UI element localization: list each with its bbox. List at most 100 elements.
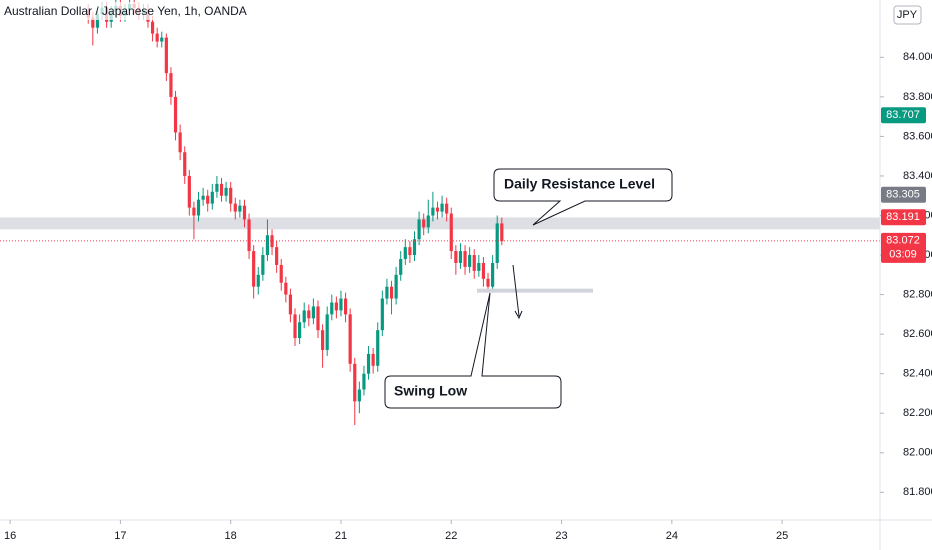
price-tag <box>881 107 926 124</box>
candle-body <box>238 205 242 212</box>
y-tick-label: 84.000 <box>903 51 932 63</box>
candle-body <box>385 286 389 299</box>
y-tick-label: 82.600 <box>903 328 932 340</box>
y-tick-label: 82.800 <box>903 289 932 301</box>
candle-body <box>468 255 472 267</box>
candle-body <box>95 13 100 28</box>
candle-body <box>284 282 288 295</box>
candle-body <box>330 302 334 315</box>
candle-body <box>173 96 178 133</box>
price-tag-label: 83.305 <box>886 189 920 201</box>
candle-body <box>454 251 458 263</box>
candle-body <box>339 298 343 311</box>
candle-body <box>353 363 357 402</box>
arrow-head <box>514 310 523 320</box>
candle-body <box>215 183 219 192</box>
candle-body <box>201 195 205 200</box>
currency-label[interactable]: JPY <box>897 9 918 21</box>
candle-body <box>371 353 375 366</box>
candle-body <box>491 262 495 287</box>
currency-button[interactable] <box>893 5 922 25</box>
x-tick-label: 17 <box>114 530 126 542</box>
y-tick-label: 82.000 <box>903 447 932 459</box>
x-tick-label: 23 <box>555 530 567 542</box>
candle-body <box>408 247 412 256</box>
y-tick-label: 83.400 <box>903 170 932 182</box>
candle-body <box>458 251 463 263</box>
resistance-zone <box>0 217 880 230</box>
plot-area <box>0 0 880 426</box>
candle-body <box>164 37 168 74</box>
candle-body <box>256 274 260 287</box>
candle-body <box>160 37 164 42</box>
candle-body <box>348 314 352 364</box>
candle-body <box>279 264 283 283</box>
callout-text: Swing Low <box>394 383 467 399</box>
candle-body <box>187 175 191 208</box>
candle-body <box>380 298 384 331</box>
candle-body <box>183 152 187 176</box>
y-tick-label: 83.800 <box>903 91 932 103</box>
candle-body <box>376 330 380 366</box>
callout-box <box>384 292 562 409</box>
candle-body <box>178 132 182 153</box>
candle-body <box>445 203 449 214</box>
candle-body <box>463 251 467 267</box>
candle-body <box>155 33 159 42</box>
candle-body <box>495 223 499 263</box>
title-backdrop <box>0 2 247 20</box>
candle-body <box>91 17 95 28</box>
candle-body <box>298 322 302 339</box>
candle-body <box>261 255 265 275</box>
candle-body <box>412 239 417 256</box>
candle-body <box>334 302 338 311</box>
y-tick-label: 81.800 <box>903 486 932 498</box>
candle-body <box>481 262 486 279</box>
candle-body <box>169 73 173 97</box>
price-tag <box>881 209 926 226</box>
candle-body <box>426 215 430 228</box>
candle-body <box>302 310 306 323</box>
price-tag-label: 83.072 <box>886 235 920 247</box>
candle-body <box>357 389 361 402</box>
candle-body <box>219 183 224 196</box>
candle-body <box>399 259 403 275</box>
price-tag-label: 83.191 <box>886 211 920 223</box>
price-tag <box>881 232 926 263</box>
swing-low-bar <box>477 288 593 293</box>
price-tag-label: 83.707 <box>886 109 920 121</box>
x-tick-label: 18 <box>225 530 237 542</box>
candle-body <box>252 251 256 287</box>
candle-body <box>343 298 348 315</box>
candle-body <box>316 306 320 331</box>
candle-body <box>288 294 293 315</box>
candle-body <box>265 235 270 256</box>
candle-body <box>311 306 315 319</box>
candle-body <box>320 330 325 350</box>
x-tick-label: 16 <box>4 530 16 542</box>
candle-body <box>500 223 504 242</box>
candle-body <box>275 247 279 265</box>
callout-box <box>493 168 673 226</box>
candle-body <box>449 213 453 252</box>
x-tick-label: 22 <box>445 530 457 542</box>
candle-body <box>422 219 426 228</box>
y-tick-label: 82.200 <box>903 407 932 419</box>
chart-title: Australian Dollar / Japanese Yen, 1h, OA… <box>4 4 247 18</box>
candle-body <box>486 278 490 287</box>
candle-body <box>362 373 366 390</box>
candle-body <box>477 262 481 271</box>
candle-body <box>403 247 407 260</box>
candle-body <box>417 219 421 240</box>
countdown-label: 03:09 <box>889 249 917 261</box>
candle-body <box>472 255 476 271</box>
candle-body <box>206 195 210 204</box>
candle-body <box>394 274 398 299</box>
candle-body <box>192 207 196 216</box>
candle-body <box>431 207 435 216</box>
candle-body <box>196 199 201 216</box>
candle-body <box>307 310 311 319</box>
candle-body <box>224 187 228 196</box>
